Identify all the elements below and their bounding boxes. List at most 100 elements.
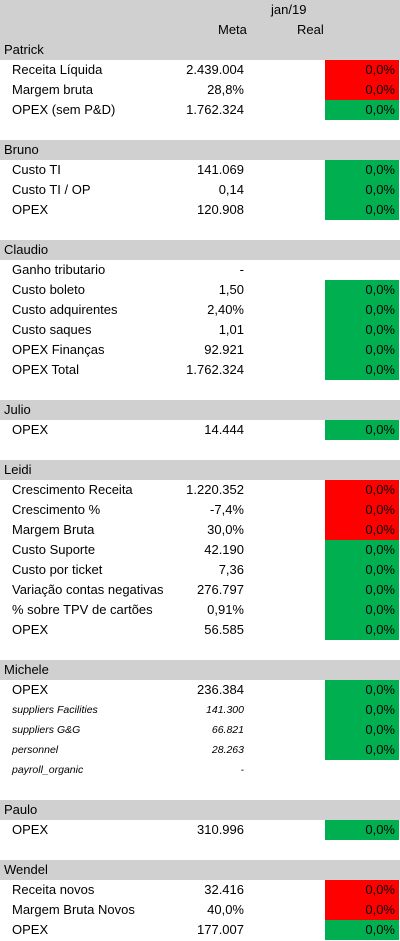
real-value: 0,0% (325, 720, 399, 740)
section-header: Bruno (0, 140, 400, 160)
metric-label: Custo por ticket (12, 562, 103, 577)
meta-value: 2.439.004 (186, 62, 244, 77)
section-header: Wendel (0, 860, 400, 880)
meta-value: 66.821 (211, 724, 244, 736)
metric-row: OPEX Finanças 92.921 0,0% (0, 340, 400, 360)
meta-value: - (240, 764, 245, 776)
metric-label: personnel (12, 744, 59, 756)
metric-label: Custo TI (12, 162, 61, 177)
metric-label: Margem bruta (12, 82, 93, 97)
section-spacer (0, 840, 400, 860)
metric-row: Margem bruta 28,8% 0,0% (0, 80, 400, 100)
metric-label: Custo Suporte (12, 542, 96, 557)
section-spacer (0, 440, 400, 460)
meta-value: 14.444 (204, 422, 244, 437)
period-header-row: jan/19 (0, 0, 400, 20)
meta-value: 276.797 (197, 582, 244, 597)
metric-row: Ganho tributario - (0, 260, 400, 280)
metric-row: Crescimento % -7,4% 0,0% (0, 500, 400, 520)
metric-label: Custo adquirentes (12, 302, 118, 317)
metric-label: Crescimento % (12, 502, 101, 517)
metric-label: OPEX (12, 922, 49, 937)
column-header-row: Meta Real (0, 20, 400, 40)
real-value: 0,0% (325, 480, 399, 500)
metric-row: OPEX 236.384 0,0% (0, 680, 400, 700)
meta-value: -7,4% (210, 502, 244, 517)
real-value (325, 760, 399, 780)
metric-row: OPEX 56.585 0,0% (0, 620, 400, 640)
section-name: Wendel (4, 862, 48, 877)
metric-label: OPEX (12, 422, 49, 437)
section-header: Claudio (0, 240, 400, 260)
metric-row: Custo adquirentes 2,40% 0,0% (0, 300, 400, 320)
meta-value: 40,0% (207, 902, 244, 917)
section-spacer (0, 640, 400, 660)
section-spacer (0, 220, 400, 240)
section-name: Leidi (4, 462, 32, 477)
metric-label: payroll_organic (12, 764, 84, 776)
sections-container: Patrick Receita Líquida 2.439.004 0,0% Marge… (0, 40, 400, 940)
metric-label: OPEX (sem P&D) (12, 102, 116, 117)
meta-value: 0,14 (218, 182, 244, 197)
real-value: 0,0% (325, 560, 399, 580)
section-name: Bruno (4, 142, 39, 157)
metric-row: payroll_organic - (0, 760, 400, 780)
meta-value: 42.190 (204, 542, 244, 557)
metric-row: Custo TI 141.069 0,0% (0, 160, 400, 180)
real-value: 0,0% (325, 520, 399, 540)
real-column-header: Real (297, 22, 324, 37)
real-value: 0,0% (325, 180, 399, 200)
real-value (325, 260, 399, 280)
real-value: 0,0% (325, 360, 399, 380)
section-name: Patrick (4, 42, 44, 57)
metric-row: Custo saques 1,01 0,0% (0, 320, 400, 340)
meta-value: 30,0% (207, 522, 244, 537)
metric-label: Crescimento Receita (12, 482, 133, 497)
section-name: Julio (4, 402, 31, 417)
meta-value: 56.585 (204, 622, 244, 637)
meta-value: 7,36 (218, 562, 244, 577)
metric-row: personnel 28.263 0,0% (0, 740, 400, 760)
metric-row: OPEX 310.996 0,0% (0, 820, 400, 840)
metric-label: Receita Líquida (12, 62, 103, 77)
real-value: 0,0% (325, 320, 399, 340)
metric-row: Custo boleto 1,50 0,0% (0, 280, 400, 300)
meta-column-header: Meta (218, 22, 247, 37)
real-value: 0,0% (325, 60, 399, 80)
metric-row: Margem Bruta Novos 40,0% 0,0% (0, 900, 400, 920)
meta-value: 1.762.324 (186, 362, 244, 377)
real-value: 0,0% (325, 580, 399, 600)
real-value: 0,0% (325, 340, 399, 360)
metric-row: Custo por ticket 7,36 0,0% (0, 560, 400, 580)
metric-label: OPEX Finanças (12, 342, 105, 357)
metric-label: Custo saques (12, 322, 92, 337)
meta-value: 32.416 (204, 882, 244, 897)
meta-value: 2,40% (207, 302, 244, 317)
metric-row: Custo TI / OP 0,14 0,0% (0, 180, 400, 200)
metric-label: OPEX (12, 682, 49, 697)
real-value: 0,0% (325, 900, 399, 920)
meta-value: 120.908 (197, 202, 244, 217)
section-name: Paulo (4, 802, 38, 817)
real-value: 0,0% (325, 280, 399, 300)
meta-value: - (239, 262, 244, 277)
section-header: Leidi (0, 460, 400, 480)
real-value: 0,0% (325, 700, 399, 720)
metric-label: OPEX (12, 822, 49, 837)
section-header: Michele (0, 660, 400, 680)
metric-row: Crescimento Receita 1.220.352 0,0% (0, 480, 400, 500)
real-value: 0,0% (325, 680, 399, 700)
metric-label: Margem Bruta (12, 522, 95, 537)
metric-label: OPEX (12, 202, 49, 217)
metric-row: Receita novos 32.416 0,0% (0, 880, 400, 900)
section-spacer (0, 380, 400, 400)
section-header: Paulo (0, 800, 400, 820)
metric-row: OPEX (sem P&D) 1.762.324 0,0% (0, 100, 400, 120)
real-value: 0,0% (325, 300, 399, 320)
meta-value: 310.996 (197, 822, 244, 837)
metric-label: % sobre TPV de cartões (12, 602, 153, 617)
metric-row: suppliers G&G 66.821 0,0% (0, 720, 400, 740)
meta-value: 177.007 (197, 922, 244, 937)
section-spacer (0, 120, 400, 140)
